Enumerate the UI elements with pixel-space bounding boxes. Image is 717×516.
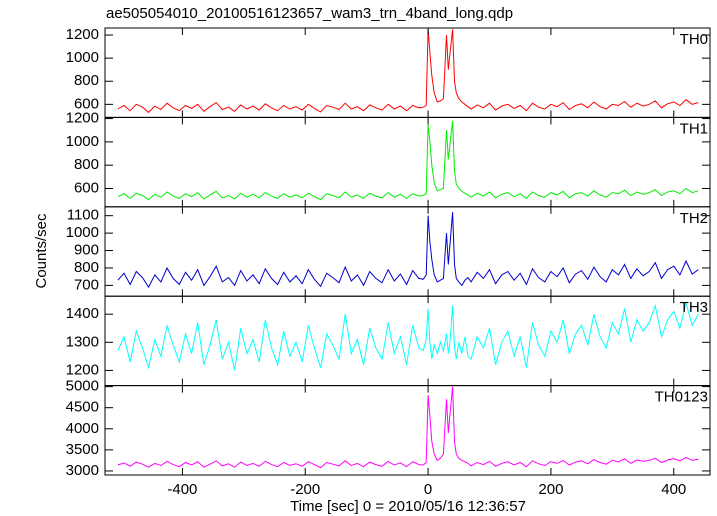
x-tick-label: -200: [290, 481, 320, 498]
y-tick-label: 800: [74, 259, 99, 276]
y-tick-label: 1400: [66, 305, 99, 322]
chart-title: ae505054010_20100516123657_wam3_trn_4ban…: [106, 5, 513, 22]
y-tick-label: 3000: [66, 462, 99, 479]
panel-label: TH0123: [655, 389, 708, 406]
y-tick-label: 3500: [66, 441, 99, 458]
y-tick-label: 1100: [67, 207, 99, 224]
y-tick-label: 4500: [66, 399, 99, 416]
y-tick-label: 600: [74, 179, 99, 196]
y-tick-label: 1200: [66, 26, 99, 43]
series-line: [117, 386, 699, 469]
y-tick-label: 900: [74, 242, 99, 259]
y-tick-label: 800: [74, 156, 99, 173]
series-line: [117, 212, 699, 289]
panel-label: TH3: [680, 299, 708, 316]
y-axis-label: Counts/sec: [33, 213, 50, 289]
x-tick-label: 200: [538, 481, 563, 498]
y-tick-label: 1000: [66, 133, 99, 150]
y-tick-label: 1200: [66, 361, 99, 378]
panel-frame: [104, 385, 711, 476]
series-line: [117, 29, 699, 114]
y-tick-label: 1200: [66, 110, 99, 127]
y-tick-label: 4000: [66, 420, 99, 437]
panel-label: TH2: [680, 210, 708, 227]
y-tick-label: 800: [74, 72, 99, 89]
x-tick-label: -400: [167, 481, 197, 498]
y-tick-label: 1300: [66, 333, 99, 350]
x-axis-label: Time [sec] 0 = 2010/05/16 12:36:57: [290, 498, 526, 515]
y-tick-label: 1000: [66, 49, 99, 66]
y-tick-label: 700: [74, 276, 99, 293]
y-tick-label: 600: [74, 95, 99, 112]
series-line: [117, 300, 699, 371]
x-tick-label: 0: [424, 481, 432, 498]
panel-frame: [104, 295, 711, 387]
series-line: [117, 120, 699, 201]
panel-label: TH1: [680, 120, 708, 137]
panel-frame: [104, 27, 711, 118]
y-tick-label: 5000: [66, 378, 99, 395]
y-tick-label: 1000: [66, 224, 99, 241]
panel-label: TH0: [680, 31, 708, 48]
x-tick-label: 400: [661, 481, 686, 498]
